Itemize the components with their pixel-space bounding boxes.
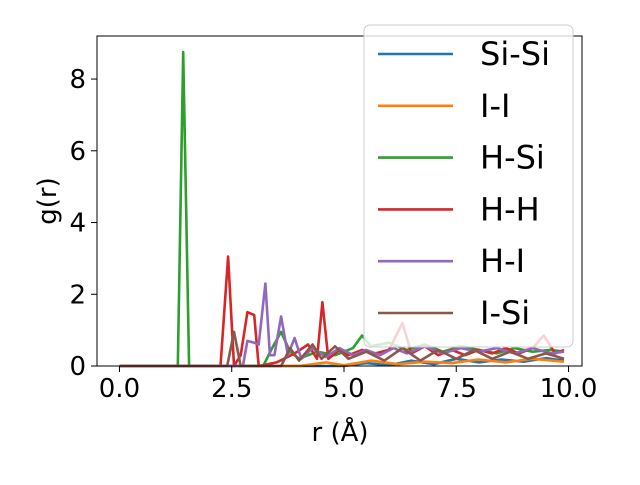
legend-label-h-h: H-H: [480, 190, 540, 228]
x-axis-label: r (Å): [311, 416, 368, 448]
legend-label-h-i: H-I: [480, 242, 525, 280]
y-tick-label: 2: [69, 280, 86, 310]
legend: Si-Si I-I H-Si H-H H-I I-Si: [363, 24, 574, 348]
legend-box: [363, 24, 574, 348]
series-line-h-i: [119, 282, 565, 368]
y-axis-label: g(r): [33, 177, 63, 224]
legend-label-i-si: I-Si: [480, 294, 530, 332]
x-tick-label: 0.0: [99, 374, 140, 404]
y-tick-label: 0: [69, 352, 86, 382]
x-tick-label: 10.0: [540, 374, 598, 404]
y-tick-label: 4: [69, 209, 86, 239]
y-tick-label: 6: [69, 137, 86, 167]
legend-label-i-i: I-I: [480, 87, 510, 125]
y-tick-label: 8: [69, 65, 86, 95]
legend-entries: Si-Si I-I H-Si H-H H-I I-Si: [378, 35, 550, 332]
series-line-i-i: [119, 357, 565, 368]
legend-label-si-si: Si-Si: [480, 35, 550, 73]
x-tick-label: 2.5: [211, 374, 252, 404]
y-axis-ticks: 0 2 4 6 8: [69, 65, 97, 382]
x-tick-label: 5.0: [323, 374, 364, 404]
axes-frame: [96, 35, 583, 367]
x-axis-ticks: 0.0 2.5 5.0 7.5 10.0: [99, 366, 598, 404]
x-tick-label: 7.5: [436, 374, 477, 404]
legend-label-h-si: H-Si: [480, 139, 545, 177]
